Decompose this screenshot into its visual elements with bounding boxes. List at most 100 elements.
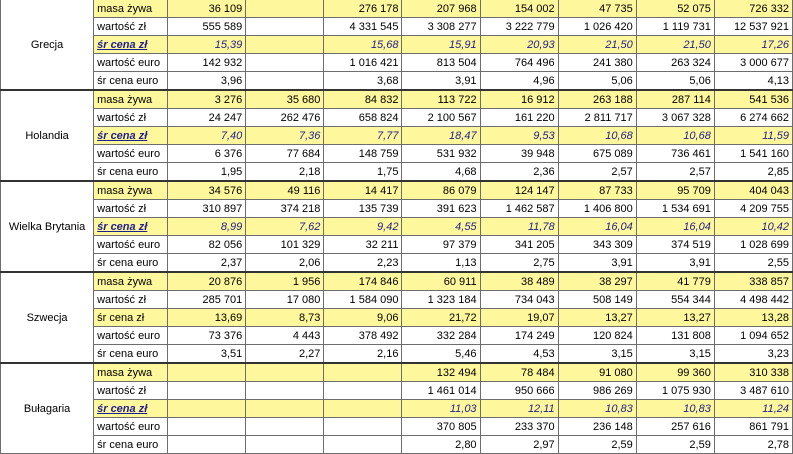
value-cell[interactable]: 3 222 779: [479, 17, 559, 36]
metric-label-cell[interactable]: wartość euro: [93, 235, 169, 254]
value-cell[interactable]: 11,59: [713, 126, 793, 145]
value-cell[interactable]: [167, 399, 247, 418]
value-cell[interactable]: 2,75: [479, 253, 559, 273]
country-name-cell[interactable]: Wielka Brytania: [0, 180, 95, 273]
value-cell[interactable]: 2,59: [635, 435, 715, 454]
value-cell[interactable]: 101 329: [245, 235, 325, 254]
value-cell[interactable]: [167, 417, 247, 436]
value-cell[interactable]: 3,96: [167, 71, 247, 91]
metric-label-cell[interactable]: masa żywa: [93, 180, 169, 200]
value-cell[interactable]: 13,27: [557, 308, 637, 327]
value-cell[interactable]: 52 075: [635, 0, 715, 18]
value-cell[interactable]: 276 178: [323, 0, 403, 18]
metric-label-cell[interactable]: wartość euro: [93, 417, 169, 436]
value-cell[interactable]: 7,62: [245, 217, 325, 236]
metric-label-cell[interactable]: śr cena zł: [93, 308, 169, 327]
value-cell[interactable]: 207 968: [401, 0, 481, 18]
value-cell[interactable]: 1,95: [167, 162, 247, 182]
metric-label-cell[interactable]: masa żywa: [93, 89, 169, 109]
value-cell[interactable]: 8,99: [167, 217, 247, 236]
value-cell[interactable]: 3,23: [713, 344, 793, 364]
metric-label-cell[interactable]: śr cena euro: [93, 344, 169, 364]
metric-label-cell[interactable]: wartość euro: [93, 326, 169, 345]
value-cell[interactable]: 764 496: [479, 53, 559, 72]
value-cell[interactable]: 1 541 160: [713, 144, 793, 163]
value-cell[interactable]: [245, 53, 325, 72]
value-cell[interactable]: 16 912: [479, 89, 559, 109]
value-cell[interactable]: 13,69: [167, 308, 247, 327]
value-cell[interactable]: 3,15: [557, 344, 637, 364]
country-name-cell[interactable]: Szwecja: [0, 271, 95, 364]
value-cell[interactable]: 404 043: [713, 180, 793, 200]
value-cell[interactable]: 20,93: [479, 35, 559, 54]
value-cell[interactable]: 3,68: [323, 71, 403, 91]
metric-label-cell[interactable]: wartość zł: [93, 381, 169, 400]
value-cell[interactable]: 2,80: [401, 435, 481, 454]
value-cell[interactable]: 15,68: [323, 35, 403, 54]
value-cell[interactable]: 2 811 717: [557, 108, 637, 127]
value-cell[interactable]: 15,39: [167, 35, 247, 54]
value-cell[interactable]: 174 846: [323, 271, 403, 291]
value-cell[interactable]: 3 487 610: [713, 381, 793, 400]
value-cell[interactable]: 97 379: [401, 235, 481, 254]
value-cell[interactable]: [323, 399, 403, 418]
value-cell[interactable]: 12 537 921: [713, 17, 793, 36]
value-cell[interactable]: 2,16: [323, 344, 403, 364]
value-cell[interactable]: [245, 0, 325, 18]
value-cell[interactable]: 287 114: [635, 89, 715, 109]
value-cell[interactable]: 1,75: [323, 162, 403, 182]
value-cell[interactable]: [167, 381, 247, 400]
value-cell[interactable]: 374 218: [245, 199, 325, 218]
value-cell[interactable]: 4,13: [713, 71, 793, 91]
value-cell[interactable]: 11,03: [401, 399, 481, 418]
value-cell[interactable]: 38 489: [479, 271, 559, 291]
value-cell[interactable]: 3 276: [167, 89, 247, 109]
value-cell[interactable]: 554 344: [635, 290, 715, 309]
value-cell[interactable]: 3,91: [557, 253, 637, 273]
value-cell[interactable]: 332 284: [401, 326, 481, 345]
value-cell[interactable]: 135 739: [323, 199, 403, 218]
value-cell[interactable]: 38 297: [557, 271, 637, 291]
value-cell[interactable]: 16,04: [635, 217, 715, 236]
value-cell[interactable]: 1 094 652: [713, 326, 793, 345]
value-cell[interactable]: 82 056: [167, 235, 247, 254]
value-cell[interactable]: 2 100 567: [401, 108, 481, 127]
value-cell[interactable]: 950 666: [479, 381, 559, 400]
value-cell[interactable]: 32 211: [323, 235, 403, 254]
value-cell[interactable]: 3,15: [635, 344, 715, 364]
value-cell[interactable]: 99 360: [635, 362, 715, 382]
value-cell[interactable]: 21,50: [557, 35, 637, 54]
value-cell[interactable]: [167, 362, 247, 382]
value-cell[interactable]: 3,91: [401, 71, 481, 91]
value-cell[interactable]: 35 680: [245, 89, 325, 109]
value-cell[interactable]: 5,06: [635, 71, 715, 91]
value-cell[interactable]: 4 498 442: [713, 290, 793, 309]
metric-label-cell[interactable]: śr cena euro: [93, 71, 169, 91]
value-cell[interactable]: 2,78: [713, 435, 793, 454]
value-cell[interactable]: [323, 435, 403, 454]
value-cell[interactable]: 9,53: [479, 126, 559, 145]
value-cell[interactable]: 131 808: [635, 326, 715, 345]
value-cell[interactable]: [245, 417, 325, 436]
value-cell[interactable]: 555 589: [167, 17, 247, 36]
value-cell[interactable]: 21,72: [401, 308, 481, 327]
value-cell[interactable]: 20 876: [167, 271, 247, 291]
metric-label-cell[interactable]: wartość zł: [93, 17, 169, 36]
value-cell[interactable]: 2,27: [245, 344, 325, 364]
value-cell[interactable]: 6 376: [167, 144, 247, 163]
value-cell[interactable]: 257 616: [635, 417, 715, 436]
value-cell[interactable]: 11,78: [479, 217, 559, 236]
value-cell[interactable]: 263 324: [635, 53, 715, 72]
value-cell[interactable]: 120 824: [557, 326, 637, 345]
value-cell[interactable]: 341 205: [479, 235, 559, 254]
value-cell[interactable]: 734 043: [479, 290, 559, 309]
value-cell[interactable]: 1 461 014: [401, 381, 481, 400]
metric-label-cell[interactable]: śr cena zł: [93, 35, 169, 54]
value-cell[interactable]: 4,96: [479, 71, 559, 91]
value-cell[interactable]: 11,24: [713, 399, 793, 418]
value-cell[interactable]: 17 080: [245, 290, 325, 309]
value-cell[interactable]: [245, 17, 325, 36]
value-cell[interactable]: 142 932: [167, 53, 247, 72]
value-cell[interactable]: 343 309: [557, 235, 637, 254]
value-cell[interactable]: [167, 435, 247, 454]
